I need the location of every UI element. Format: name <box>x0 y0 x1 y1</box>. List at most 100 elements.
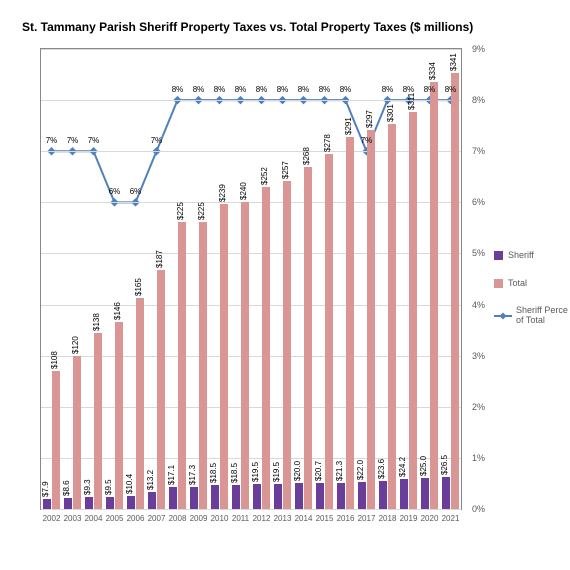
total-bar-label: $341 <box>449 53 458 71</box>
sheriff-bar <box>85 497 93 509</box>
gridline <box>41 509 461 510</box>
total-bar <box>409 112 417 509</box>
total-bar-label: $301 <box>386 105 395 123</box>
sheriff-bar-label: $17.3 <box>188 465 197 485</box>
percent-line <box>41 49 461 509</box>
sheriff-bar-label: $18.5 <box>209 463 218 483</box>
xtick: 2019 <box>400 514 418 523</box>
sheriff-bar <box>295 483 303 509</box>
sheriff-bar-label: $8.6 <box>62 480 71 496</box>
total-bar-label: $165 <box>134 278 143 296</box>
sheriff-bar <box>127 496 135 509</box>
sheriff-bar <box>400 479 408 509</box>
total-bar <box>304 167 312 509</box>
percent-label: 7% <box>46 136 58 145</box>
total-bar-label: $334 <box>428 62 437 80</box>
total-bar-label: $138 <box>92 313 101 331</box>
ytick-right: 9% <box>472 44 485 54</box>
sheriff-bar <box>379 481 387 509</box>
percent-label: 8% <box>235 85 247 94</box>
total-bar-label: $240 <box>239 183 248 201</box>
total-bar <box>451 73 459 509</box>
total-bar <box>430 82 438 509</box>
xtick: 2007 <box>148 514 166 523</box>
total-bar-label: $252 <box>260 167 269 185</box>
sheriff-bar-label: $20.7 <box>314 461 323 481</box>
total-bar <box>262 187 270 509</box>
total-bar-label: $225 <box>176 202 185 220</box>
sheriff-bar-label: $9.5 <box>104 479 113 495</box>
sheriff-bar <box>358 482 366 509</box>
total-bar-label: $108 <box>50 351 59 369</box>
xtick: 2020 <box>421 514 439 523</box>
percent-label: 8% <box>424 85 436 94</box>
chart-container: St. Tammany Parish Sheriff Property Taxe… <box>0 0 570 570</box>
percent-label: 8% <box>445 85 457 94</box>
sheriff-bar <box>442 477 450 509</box>
percent-label: 7% <box>151 136 163 145</box>
total-bar <box>136 298 144 509</box>
total-bar <box>346 137 354 509</box>
sheriff-bar-label: $25.0 <box>419 456 428 476</box>
total-bar <box>178 222 186 510</box>
percent-label: 8% <box>277 85 289 94</box>
total-bar <box>283 181 291 509</box>
plot-area: 0%1%2%3%4%5%6%7%8%9%$7.9$1082002$8.6$120… <box>40 48 462 510</box>
total-bar-label: $146 <box>113 303 122 321</box>
legend-line-percent <box>494 315 512 317</box>
sheriff-bar-label: $19.5 <box>251 462 260 482</box>
sheriff-bar-label: $26.5 <box>440 455 449 475</box>
xtick: 2009 <box>190 514 208 523</box>
total-bar <box>199 222 207 510</box>
sheriff-bar-label: $13.2 <box>146 470 155 490</box>
legend-swatch-sheriff <box>494 251 503 260</box>
total-bar-label: $291 <box>344 117 353 135</box>
xtick: 2016 <box>337 514 355 523</box>
sheriff-bar <box>337 483 345 509</box>
percent-label: 8% <box>403 85 415 94</box>
gridline <box>41 151 461 152</box>
sheriff-bar <box>211 485 219 509</box>
total-bar <box>388 124 396 509</box>
xtick: 2002 <box>43 514 61 523</box>
xtick: 2012 <box>253 514 271 523</box>
xtick: 2011 <box>232 514 249 523</box>
total-bar-label: $120 <box>71 336 80 354</box>
legend: Sheriff Total Sheriff Perceof Total <box>494 250 568 344</box>
legend-item-sheriff: Sheriff <box>494 250 568 260</box>
sheriff-bar-label: $22.0 <box>356 460 365 480</box>
xtick: 2018 <box>379 514 397 523</box>
sheriff-bar-label: $21.3 <box>335 461 344 481</box>
percent-label: 7% <box>361 136 373 145</box>
legend-label-percent: Sheriff Perceof Total <box>516 306 568 326</box>
gridline <box>41 202 461 203</box>
total-bar-label: $297 <box>365 110 374 128</box>
xtick: 2015 <box>316 514 334 523</box>
xtick: 2014 <box>295 514 313 523</box>
chart-title: St. Tammany Parish Sheriff Property Taxe… <box>22 20 473 34</box>
total-bar <box>73 356 81 509</box>
sheriff-bar <box>64 498 72 509</box>
total-bar-label: $268 <box>302 147 311 165</box>
total-bar-label: $311 <box>407 92 416 109</box>
total-bar <box>94 333 102 509</box>
total-bar <box>241 202 249 509</box>
sheriff-bar <box>421 478 429 509</box>
sheriff-bar-label: $10.4 <box>125 474 134 494</box>
total-bar <box>52 371 60 509</box>
ytick-right: 4% <box>472 300 485 310</box>
total-bar-label: $187 <box>155 250 164 268</box>
sheriff-bar <box>316 483 324 509</box>
ytick-right: 2% <box>472 402 485 412</box>
percent-label: 6% <box>130 187 142 196</box>
total-bar <box>115 322 123 509</box>
gridline <box>41 100 461 101</box>
percent-label: 8% <box>214 85 226 94</box>
percent-label: 8% <box>256 85 268 94</box>
sheriff-bar <box>190 487 198 509</box>
total-bar-label: $257 <box>281 161 290 179</box>
xtick: 2005 <box>106 514 124 523</box>
gridline <box>41 356 461 357</box>
xtick: 2013 <box>274 514 292 523</box>
sheriff-bar <box>274 484 282 509</box>
